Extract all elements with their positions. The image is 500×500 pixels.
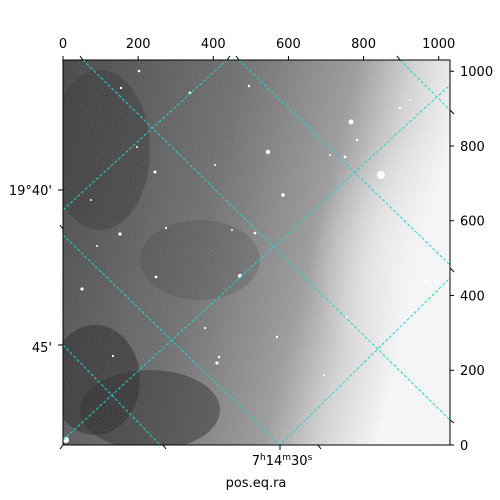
top-axis-tick-label: 400 [201, 37, 226, 52]
coordinate-grid [63, 60, 450, 445]
sky-image [63, 60, 450, 445]
right-axis-tick-label: 400 [460, 289, 485, 304]
dec-tick-label-1940: 19°40' [9, 184, 52, 199]
ra-axis-title: pos.eq.ra [226, 476, 287, 491]
top-axis-tick-label: 0 [59, 37, 67, 52]
right-axis-tick-label: 800 [460, 140, 485, 155]
top-axis-tick-label: 800 [351, 37, 376, 52]
right-axis-tick-label: 0 [460, 439, 468, 454]
right-axis-tick-label: 600 [460, 215, 485, 230]
bottom-world-axis: 7h14m30s pos.eq.ra [59, 55, 455, 491]
top-axis-tick-label: 1000 [422, 37, 455, 52]
stars [63, 69, 429, 443]
dec-tick-label-45: 45' [32, 341, 52, 356]
top-axis-tick-label: 600 [276, 37, 301, 52]
right-axis-tick-label: 200 [460, 364, 485, 379]
left-world-axis: 19°40' 45' [9, 184, 64, 356]
plot-frame [62, 59, 451, 446]
right-pixel-axis: 0 200 400 600 800 1000 [450, 65, 493, 454]
top-pixel-axis: 0 200 400 600 800 1000 [59, 37, 455, 60]
right-axis-tick-label: 1000 [460, 65, 493, 80]
top-axis-tick-label: 200 [126, 37, 151, 52]
ra-tick-label: 7h14m30s [252, 453, 313, 469]
